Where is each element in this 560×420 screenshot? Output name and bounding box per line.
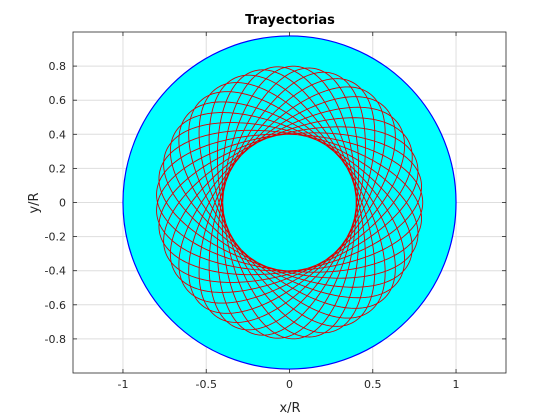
y-axis-label: y/R (27, 192, 42, 213)
x-tick-label-0: -1 (117, 378, 128, 391)
y-tick-label-4: 0 (59, 197, 66, 210)
x-tick-label-3: 0.5 (364, 378, 382, 391)
chart-title: Trayectorias (245, 13, 335, 28)
y-tick-label-2: 0.4 (49, 128, 67, 141)
y-tick-label-6: -0.4 (45, 265, 66, 278)
trajectory-line (156, 65, 424, 340)
plot-area (72, 31, 507, 374)
x-tick-label-1: -0.5 (195, 378, 216, 391)
y-tick-label-5: -0.2 (45, 231, 66, 244)
y-tick-label-3: 0.2 (49, 162, 67, 175)
x-tick-labels: -1 -0.5 0 0.5 1 (117, 378, 459, 391)
x-tick-label-4: 1 (453, 378, 460, 391)
y-tick-labels: 0.8 0.6 0.4 0.2 0 -0.2 -0.4 -0.6 -0.8 (45, 60, 66, 346)
tick-marks (73, 32, 506, 373)
x-axis-label: x/R (279, 401, 300, 416)
y-tick-label-7: -0.6 (45, 299, 66, 312)
y-tick-label-0: 0.8 (49, 60, 67, 73)
x-tick-label-2: 0 (286, 378, 293, 391)
y-tick-label-8: -0.8 (45, 333, 66, 346)
y-tick-label-1: 0.6 (49, 94, 67, 107)
